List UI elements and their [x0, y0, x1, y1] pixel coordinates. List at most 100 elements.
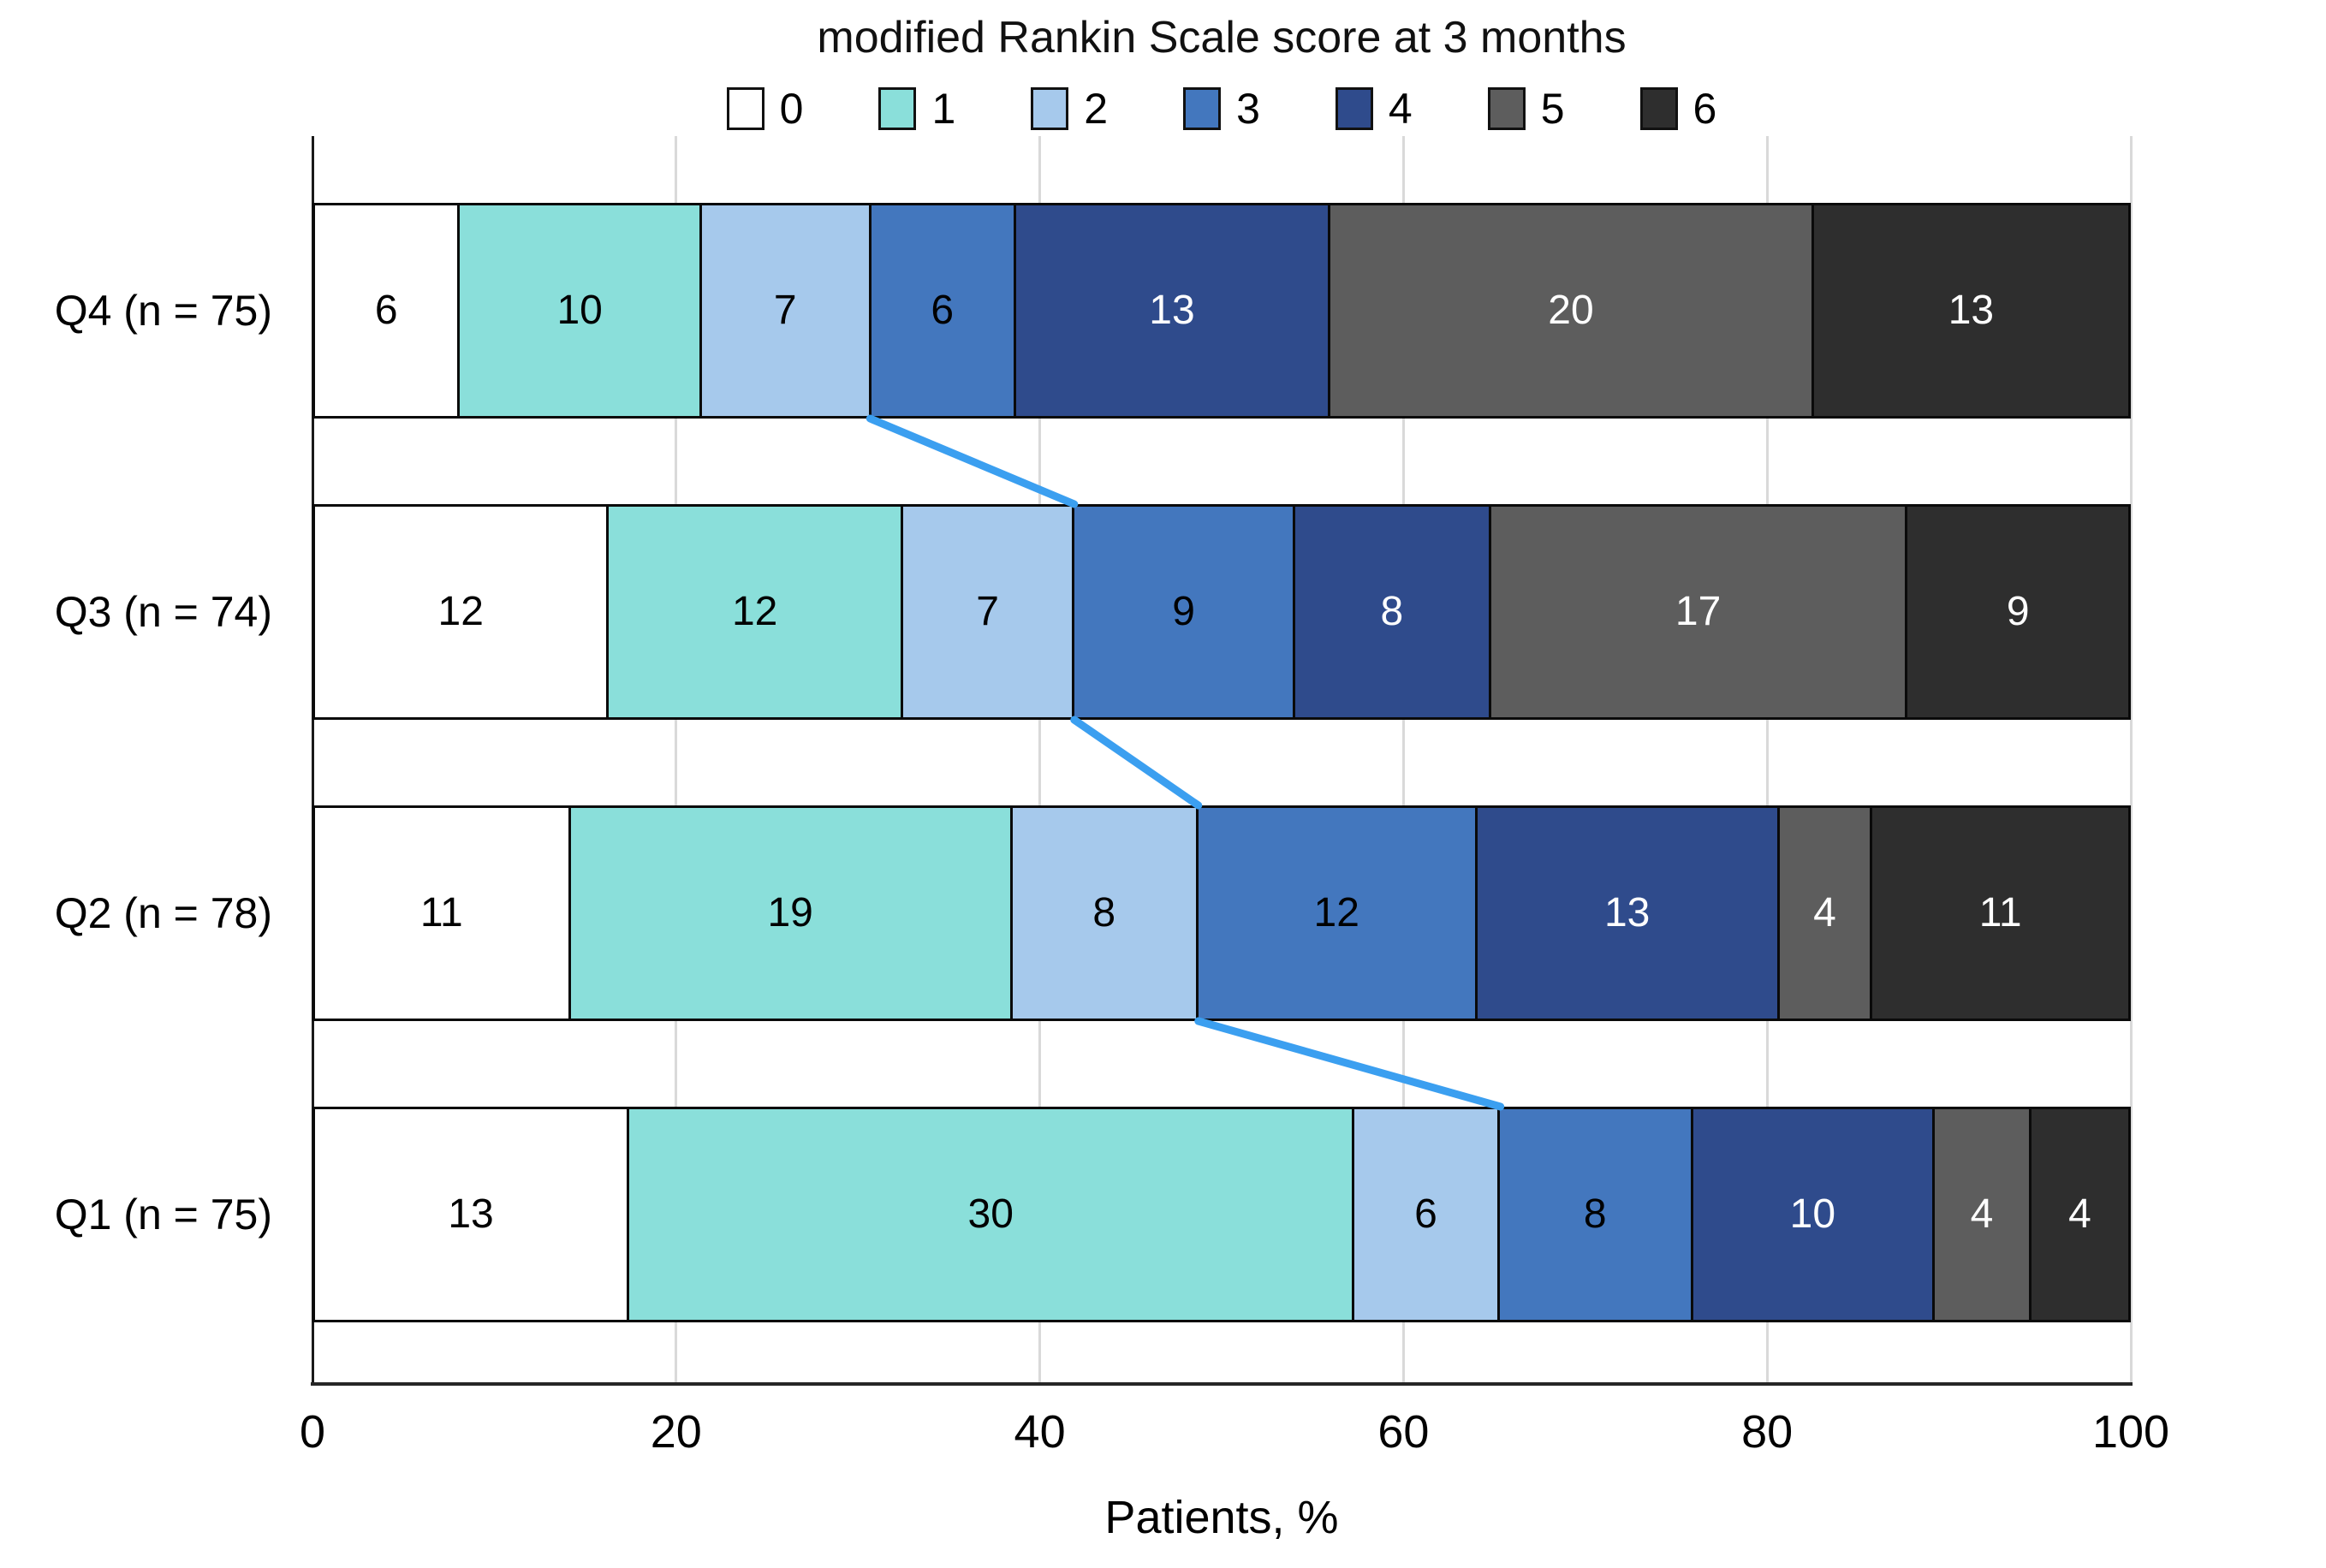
bar-segment-label: 12 — [731, 589, 778, 634]
legend-label: 1 — [931, 85, 956, 133]
bar-segment-label: 4 — [2068, 1191, 2091, 1237]
bar-segment-mrs-6: 11 — [1872, 808, 2128, 1019]
bar-segment-mrs-3: 9 — [1074, 507, 1295, 717]
bar-segment-mrs-2: 6 — [1354, 1109, 1500, 1320]
legend-swatch — [1487, 87, 1526, 130]
x-tick-label: 60 — [1377, 1406, 1430, 1458]
bar-segment-mrs-5: 20 — [1330, 205, 1814, 416]
bar-segment-mrs-2: 7 — [701, 205, 872, 416]
bar-segment-mrs-0: 13 — [315, 1109, 630, 1320]
x-axis-line — [311, 1382, 2133, 1386]
bar-segment-mrs-1: 10 — [460, 205, 702, 416]
bar-segment-label: 12 — [1313, 890, 1359, 935]
bar-segment-label: 6 — [1414, 1191, 1437, 1237]
bar-segment-label: 13 — [1149, 288, 1195, 333]
legend-item: 4 — [1335, 84, 1413, 134]
legend-label: 6 — [1692, 85, 1717, 133]
x-tick-label: 100 — [2091, 1406, 2170, 1458]
bar-segment-label: 4 — [1970, 1191, 1994, 1237]
legend-item: 2 — [1031, 84, 1108, 134]
gridline — [1038, 136, 1042, 1384]
x-tick-label: 80 — [1741, 1406, 1794, 1458]
legend-swatch — [1639, 87, 1678, 130]
legend-swatch — [1031, 87, 1069, 130]
bar-segment-label: 10 — [556, 288, 603, 333]
bar-segment-label: 8 — [1092, 890, 1116, 935]
bar-segment-label: 12 — [437, 589, 484, 634]
legend: 0 1 2 3 4 5 6 — [312, 82, 2131, 135]
category-label: Q2 (n = 78) — [54, 889, 272, 937]
bar-segment-mrs-5: 4 — [1935, 1109, 2032, 1320]
bar-segment-label: 10 — [1789, 1191, 1836, 1237]
category-label: Q1 (n = 75) — [54, 1191, 272, 1238]
legend-swatch — [878, 87, 917, 130]
bar-segment-mrs-2: 7 — [902, 507, 1075, 717]
bar-segment-label: 8 — [1583, 1191, 1607, 1237]
legend-item: 3 — [1183, 84, 1260, 134]
bar-segment-mrs-1: 19 — [570, 808, 1013, 1019]
bar-segment-mrs-3: 12 — [1198, 808, 1478, 1019]
bar-segment-mrs-3: 6 — [871, 205, 1016, 416]
x-axis-title: Patients, % — [1104, 1492, 1339, 1543]
legend-swatch — [1335, 87, 1373, 130]
gridline — [675, 136, 678, 1384]
x-tick-label: 40 — [1014, 1406, 1066, 1458]
bar-segment-mrs-4: 13 — [1015, 205, 1331, 416]
bar-segment-label: 4 — [1813, 890, 1836, 935]
bar-segment-label: 20 — [1548, 288, 1594, 333]
bar-segment-mrs-2: 8 — [1012, 808, 1199, 1019]
legend-label: 4 — [1388, 85, 1413, 133]
bar-segment-mrs-1: 30 — [629, 1109, 1355, 1320]
bar-segment-mrs-1: 12 — [609, 507, 903, 717]
bar-segment-mrs-6: 9 — [1907, 507, 2128, 717]
bar-segment-label: 30 — [967, 1191, 1014, 1237]
bar-segment-label: 9 — [1172, 589, 1195, 634]
bar-segment-label: 8 — [1380, 589, 1404, 634]
bar-segment-label: 13 — [448, 1191, 494, 1237]
bar-segment-mrs-0: 6 — [315, 205, 461, 416]
bar-segment-mrs-3: 8 — [1499, 1109, 1693, 1320]
bar-segment-label: 11 — [1978, 890, 2022, 935]
legend-item: 6 — [1639, 84, 1717, 134]
bar-segment-label: 7 — [773, 288, 797, 333]
bar-segment-label: 6 — [374, 288, 398, 333]
category-label: Q3 (n = 74) — [54, 588, 272, 636]
bar-segment-mrs-0: 11 — [315, 808, 571, 1019]
legend-swatch — [726, 87, 764, 130]
legend-label: 0 — [779, 85, 804, 133]
connector-line — [866, 414, 1079, 508]
connector-line — [1194, 1017, 1505, 1111]
gridline — [2129, 136, 2133, 1384]
bar-segment-mrs-5: 4 — [1779, 808, 1873, 1019]
chart-title: modified Rankin Scale score at 3 months — [817, 13, 1627, 62]
gridline — [1401, 136, 1405, 1384]
legend-item: 0 — [726, 84, 804, 134]
bar-row: 13 30 6 8 10 4 4 — [312, 1107, 2131, 1322]
category-label: Q4 (n = 75) — [54, 287, 272, 335]
legend-swatch — [1183, 87, 1222, 130]
legend-label: 3 — [1236, 85, 1260, 133]
bar-segment-mrs-5: 17 — [1490, 507, 1908, 717]
legend-label: 5 — [1540, 85, 1565, 133]
bar-segment-mrs-0: 12 — [315, 507, 610, 717]
gridline — [1765, 136, 1769, 1384]
bar-segment-mrs-4: 13 — [1477, 808, 1780, 1019]
x-tick-label: 0 — [299, 1406, 326, 1458]
legend-item: 1 — [878, 84, 955, 134]
bar-segment-label: 6 — [931, 288, 955, 333]
bar-segment-mrs-4: 10 — [1692, 1109, 1936, 1320]
bar-segment-label: 9 — [2006, 589, 2030, 634]
legend-label: 2 — [1084, 85, 1109, 133]
bar-segment-label: 13 — [1948, 288, 1995, 333]
bar-row: 11 19 8 12 13 4 11 — [312, 805, 2131, 1021]
bar-segment-label: 19 — [767, 890, 813, 935]
legend-item: 5 — [1487, 84, 1565, 134]
bar-row: 6 10 7 6 13 20 13 — [312, 203, 2131, 419]
bar-segment-label: 11 — [419, 890, 463, 935]
connector-line — [1070, 716, 1203, 810]
bar-row: 12 12 7 9 8 17 9 — [312, 504, 2131, 720]
bar-segment-label: 7 — [976, 589, 999, 634]
